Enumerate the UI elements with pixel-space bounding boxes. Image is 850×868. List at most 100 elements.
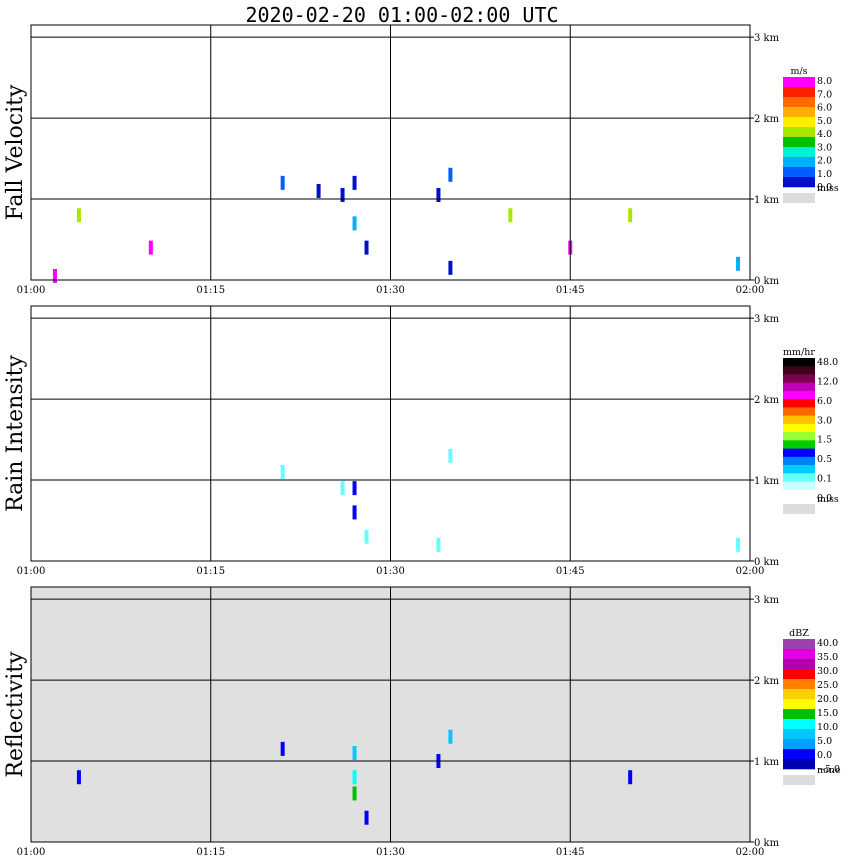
height-tick-label: 2 km xyxy=(754,114,780,125)
data-cell xyxy=(436,537,441,552)
legend-label: 30.0 xyxy=(817,666,838,677)
legend-swatch xyxy=(783,97,815,108)
legend-swatch xyxy=(783,87,815,98)
height-tick-label: 2 km xyxy=(754,395,780,406)
legend-label: 12.0 xyxy=(817,376,838,387)
legend-swatch xyxy=(783,358,815,367)
legend-label: 0.0 xyxy=(817,493,832,504)
legend-swatch xyxy=(783,649,815,660)
legend-label: 40.0 xyxy=(817,638,838,649)
legend-swatch xyxy=(783,137,815,148)
legend-missing-label: miss xyxy=(817,494,839,505)
legend-swatch xyxy=(783,489,815,499)
legend-unit: dBZ xyxy=(789,628,809,639)
legend-label: 7.0 xyxy=(817,89,832,100)
height-tick-label: 3 km xyxy=(754,595,780,606)
data-cell xyxy=(628,208,633,223)
legend-label: 0.0 xyxy=(817,750,832,761)
data-cell xyxy=(628,770,633,785)
legend-label: 1.5 xyxy=(817,435,832,446)
legend-swatch xyxy=(783,719,815,730)
data-cell xyxy=(364,810,369,825)
data-cell xyxy=(352,786,357,801)
data-cell xyxy=(340,481,345,496)
data-cell xyxy=(448,729,453,744)
legend-swatch xyxy=(783,407,815,416)
time-tick-label: 02:00 xyxy=(736,566,765,577)
legend-swatch xyxy=(783,177,815,188)
legend-label: 5.0 xyxy=(817,736,832,747)
legend-swatch xyxy=(783,699,815,710)
time-tick-label: 01:30 xyxy=(376,847,405,858)
legend-label: 10.0 xyxy=(817,722,838,733)
legend-unit: m/s xyxy=(790,66,807,77)
legend-swatch xyxy=(783,759,815,770)
legend-label: 3.0 xyxy=(817,415,832,426)
data-cell xyxy=(352,175,357,190)
y-axis-label: Reflectivity xyxy=(3,651,28,778)
legend-swatch xyxy=(783,440,815,449)
legend-swatch xyxy=(783,107,815,118)
time-tick-label: 02:00 xyxy=(736,285,765,296)
legend-swatch xyxy=(783,423,815,433)
legend-swatch xyxy=(783,147,815,158)
time-tick-label: 01:30 xyxy=(376,285,405,296)
legend-label: 20.0 xyxy=(817,694,838,705)
legend-swatch xyxy=(783,448,815,458)
height-tick-label: 1 km xyxy=(754,195,780,206)
data-cell xyxy=(628,489,633,504)
data-cell xyxy=(76,489,81,504)
legend-swatch xyxy=(783,432,815,441)
legend-swatch xyxy=(783,366,815,375)
data-cell xyxy=(364,240,369,255)
legend-missing-label: miss xyxy=(817,183,839,194)
data-cell xyxy=(352,770,357,785)
data-cell xyxy=(352,481,357,496)
time-tick-label: 01:15 xyxy=(196,285,225,296)
legend-label: 4.0 xyxy=(817,129,832,140)
height-tick-label: 0 km xyxy=(754,557,780,568)
data-cell xyxy=(76,208,81,223)
legend-label: 0.1 xyxy=(817,474,832,485)
time-tick-label: 01:45 xyxy=(556,847,585,858)
time-tick-label: 01:30 xyxy=(376,566,405,577)
data-cell xyxy=(280,741,285,756)
plot-frame xyxy=(30,24,751,281)
legend-swatch xyxy=(783,167,815,178)
legend-label: 35.0 xyxy=(817,652,838,663)
height-tick-label: 0 km xyxy=(754,838,780,849)
legend-swatch xyxy=(783,399,815,408)
legend-swatch xyxy=(783,374,815,384)
data-cell xyxy=(736,537,741,552)
legend-swatch xyxy=(783,117,815,128)
height-tick-label: 3 km xyxy=(754,314,780,325)
legend-swatch xyxy=(783,77,815,88)
data-cell xyxy=(364,529,369,544)
legend-swatch xyxy=(783,669,815,680)
height-tick-label: 2 km xyxy=(754,676,780,687)
legend-swatch xyxy=(783,749,815,760)
legend-label: 6.0 xyxy=(817,396,832,407)
panel-reflectivity: 01:00 01:15 01:30 01:45 02:00 3 km 2 km 1 km 0 k… xyxy=(3,586,841,858)
data-cell xyxy=(316,183,321,198)
data-cell xyxy=(340,188,345,202)
data-cell xyxy=(280,175,285,190)
legend-swatch xyxy=(783,639,815,650)
legend-label: 8.0 xyxy=(817,76,832,87)
legend-label: 3.0 xyxy=(817,142,832,153)
time-tick-label: 01:45 xyxy=(556,566,585,577)
legend-swatch xyxy=(783,127,815,138)
legend-label: 5.0 xyxy=(817,116,832,127)
legend-label: 25.0 xyxy=(817,680,838,691)
data-cell xyxy=(448,167,453,182)
legend-missing-label: none xyxy=(817,765,841,776)
legend-swatch xyxy=(783,382,815,392)
data-cell xyxy=(148,240,153,255)
time-tick-label: 01:00 xyxy=(17,847,46,858)
data-cell xyxy=(736,256,741,271)
legend-swatch xyxy=(783,481,815,491)
legend-missing-swatch xyxy=(783,775,815,785)
plot-frame xyxy=(30,586,751,843)
time-tick-label: 01:00 xyxy=(17,566,46,577)
legend-label: 48.0 xyxy=(817,357,838,368)
